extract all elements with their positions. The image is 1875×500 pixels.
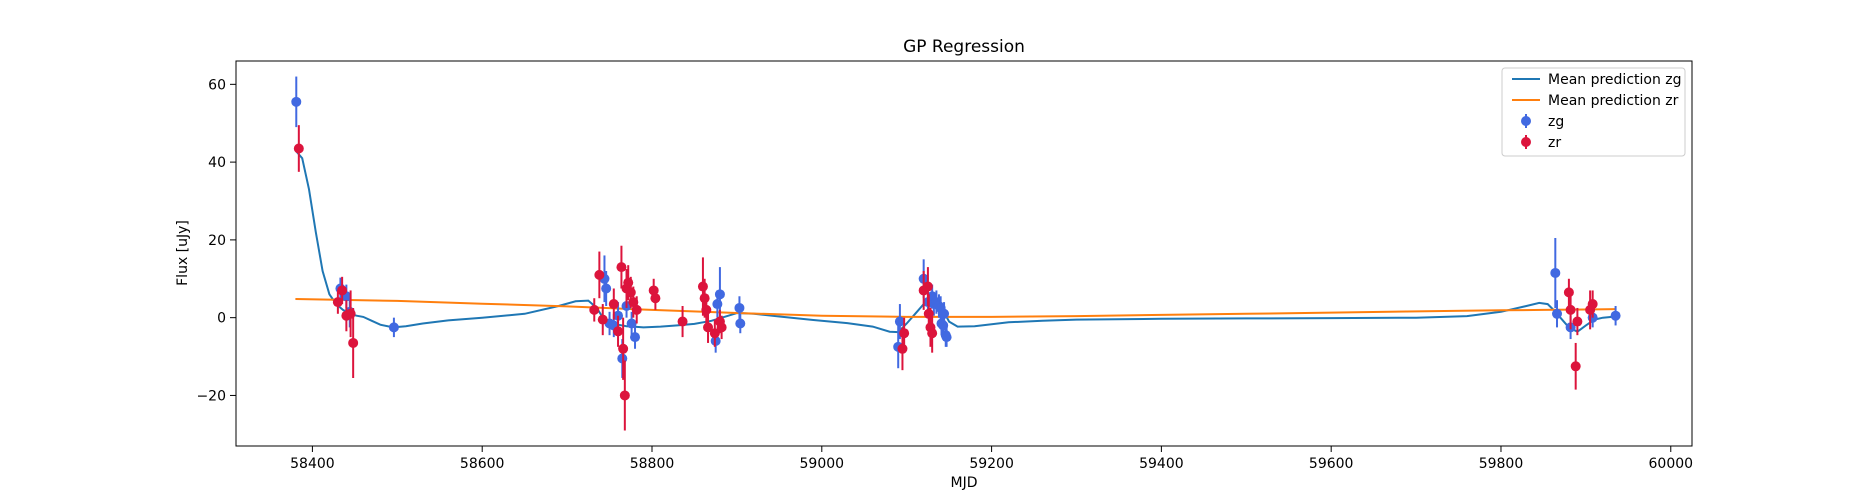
- legend-label-3: zg: [1548, 114, 1564, 130]
- legend-marker-3: [1521, 116, 1531, 126]
- y-tick-label-5: 60: [208, 77, 226, 93]
- zr-point-31: [899, 328, 910, 339]
- zr-point-37: [1563, 287, 1574, 298]
- zr-point-12: [616, 262, 627, 273]
- zr-point-11: [613, 326, 624, 337]
- zg-point-17: [714, 289, 725, 300]
- x-tick-label-1: 58400: [290, 456, 335, 472]
- zr-point-6: [348, 337, 359, 348]
- plot-area: [291, 76, 1621, 431]
- x-tick-label-3: 58800: [630, 456, 675, 472]
- x-tick-label-8: 59800: [1479, 456, 1524, 472]
- y-tick-label-3: 20: [208, 233, 226, 249]
- x-tick-label-6: 59400: [1139, 456, 1184, 472]
- legend-label-1: Mean prediction zg: [1548, 72, 1682, 88]
- zr-point-23: [697, 281, 708, 292]
- zr-point-10: [608, 299, 619, 310]
- zg-point-35: [1552, 308, 1563, 319]
- zr-point-40: [1572, 316, 1583, 327]
- y-tick-label-2: 0: [217, 311, 226, 327]
- plot-frame: [235, 60, 1693, 447]
- zr-point-22: [677, 316, 688, 327]
- zr-point-29: [716, 322, 727, 333]
- series-zr-points: [293, 125, 1598, 431]
- chart-title: GP Regression: [903, 37, 1025, 57]
- zg-point-14: [630, 332, 641, 343]
- zg-point-33: [941, 332, 952, 343]
- zr-point-1: [293, 143, 304, 154]
- zg-point-18: [734, 302, 745, 313]
- zr-point-24: [699, 293, 710, 304]
- legend: Mean prediction zg Mean prediction zr zg zr: [1501, 67, 1686, 157]
- axes: 58400 58600 58800 59000 59200 59400 59600 59800…: [196, 60, 1694, 472]
- zr-point-30: [897, 343, 908, 354]
- zg-point-38: [1610, 310, 1621, 321]
- y-tick-label-4: 40: [208, 155, 226, 171]
- x-tick-label-4: 59000: [800, 456, 845, 472]
- series-line-2: [295, 298, 1616, 318]
- zr-point-8: [594, 269, 605, 280]
- legend-marker-4: [1521, 137, 1531, 147]
- zg-point-5: [388, 322, 399, 333]
- zr-point-3: [337, 285, 348, 296]
- zr-point-39: [1570, 361, 1581, 372]
- x-tick-label-5: 59200: [969, 456, 1014, 472]
- zr-point-26: [703, 322, 714, 333]
- zg-point-19: [735, 318, 746, 329]
- data-layer: [291, 76, 1621, 431]
- zg-point-1: [291, 96, 302, 107]
- zr-point-9: [597, 314, 608, 325]
- zg-point-7: [601, 283, 612, 294]
- x-axis-label: MJD: [951, 475, 978, 491]
- zg-point-31: [939, 308, 950, 319]
- x-tick-label-9: 60000: [1649, 456, 1694, 472]
- zr-point-13: [618, 343, 629, 354]
- zg-point-21: [894, 316, 905, 327]
- y-axis-label: Flux [uJy]: [175, 220, 191, 286]
- legend-label-2: Mean prediction zr: [1548, 93, 1679, 109]
- x-tick-label-7: 59600: [1309, 456, 1354, 472]
- zr-point-38: [1565, 304, 1576, 315]
- legend-box: [1501, 67, 1686, 157]
- zr-point-7: [589, 304, 600, 315]
- x-tick-label-2: 58600: [460, 456, 505, 472]
- zr-point-27: [709, 328, 720, 339]
- series-line-1: [294, 149, 1616, 334]
- zr-point-33: [922, 281, 933, 292]
- zr-point-42: [1587, 299, 1598, 310]
- zr-point-21: [650, 293, 661, 304]
- y-tick-label-1: −20: [196, 388, 226, 404]
- zr-point-2: [332, 297, 343, 308]
- zr-point-25: [701, 304, 712, 315]
- legend-label-4: zr: [1548, 135, 1561, 151]
- zg-point-34: [1550, 267, 1561, 278]
- zr-point-36: [927, 328, 938, 339]
- zr-point-14: [619, 390, 630, 401]
- zr-point-19: [631, 304, 642, 315]
